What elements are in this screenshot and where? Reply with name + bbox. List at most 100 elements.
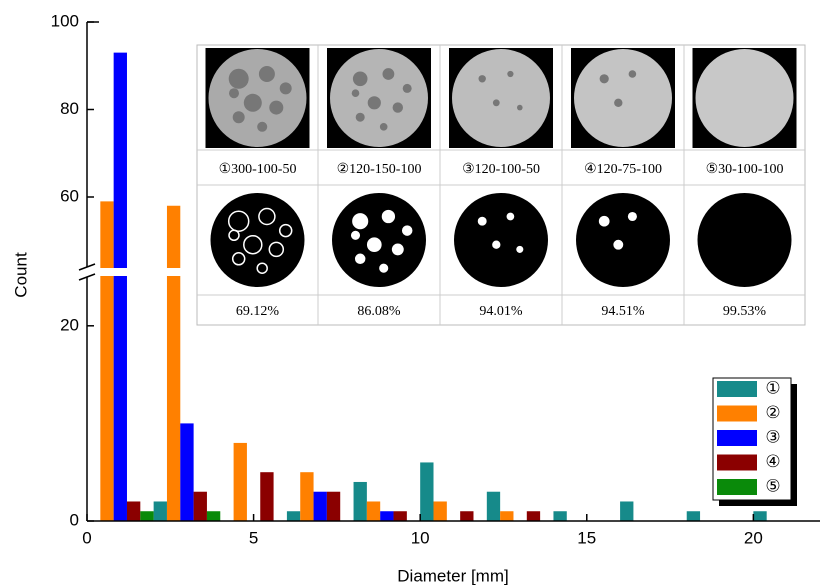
binary-bubble [600,217,609,226]
inset-label: ⑤30-100-100 [706,162,784,177]
x-tick-label: 20 [744,528,763,547]
binary-disc [576,193,670,287]
bar [460,511,473,521]
photo-bubble [368,96,381,109]
binary-bubble [479,218,486,225]
bar [100,201,113,521]
inset-percentage: 69.12% [236,304,280,319]
binary-bubble [393,244,403,254]
x-tick-label: 15 [577,528,596,547]
binary-bubble [368,238,381,251]
bar [194,492,207,521]
bar [327,492,340,521]
bar [167,206,180,521]
bar [180,423,193,521]
inset-label: ①300-100-50 [219,162,297,177]
photo-disc [330,49,428,147]
photo-bubble [229,88,239,98]
bar [234,443,247,521]
x-tick-label: 10 [411,528,430,547]
binary-disc [454,193,548,287]
photo-disc [696,49,794,147]
photo-bubble [629,70,637,78]
photo-bubble [244,94,262,112]
photo-bubble [493,99,500,106]
bar [207,511,220,521]
bar [620,501,633,521]
y-tick-label: 100 [51,11,79,30]
bar [354,482,367,521]
inset-label: ②120-150-100 [337,162,422,177]
x-axis-label: Diameter [mm] [397,566,508,585]
bar [394,511,407,521]
bar [434,501,447,521]
photo-bubble [233,111,245,123]
bar [127,501,140,521]
inset-percentage: 86.08% [357,304,401,319]
bar [420,462,433,521]
bar [367,501,380,521]
legend-swatch [717,479,757,495]
x-tick-label: 5 [249,528,258,547]
binary-bubble [403,226,412,235]
bar [154,501,167,521]
binary-bubble [383,211,395,223]
legend-label: ② [765,403,780,422]
y-tick-label: 20 [60,315,79,334]
bar [500,511,513,521]
binary-bubble [353,214,368,229]
inset-label: ④120-75-100 [584,162,662,177]
bar [553,511,566,521]
legend-swatch [717,406,757,422]
photo-bubble [403,84,412,93]
bar [380,511,393,521]
inset-label: ③120-100-50 [462,162,540,177]
photo-bubble [614,99,622,107]
photo-bubble [380,123,388,131]
binary-disc [698,193,792,287]
legend-label: ⑤ [765,476,780,495]
photo-bubble [507,71,513,77]
legend-swatch [717,430,757,446]
binary-bubble [356,254,365,263]
inset-percentage: 94.01% [479,304,523,319]
bar [140,511,153,521]
binary-disc [211,193,305,287]
bar [314,492,327,521]
bar [487,492,500,521]
binary-bubble [493,241,500,248]
inset-percentage: 99.53% [723,304,767,319]
photo-bubble [600,74,609,83]
binary-bubble [517,247,523,253]
bar [300,472,313,521]
photo-bubble [383,68,395,80]
photo-bubble [517,105,523,111]
photo-bubble [259,66,275,82]
photo-bubble [257,122,267,132]
y-axis-label: Count [11,252,30,298]
photo-bubble [269,101,283,115]
binary-bubble [629,213,637,221]
photo-bubble [352,89,360,97]
bar [114,53,127,521]
legend-swatch [717,381,757,397]
y-tick-label: 0 [70,510,79,529]
legend-label: ① [765,378,780,397]
y-tick-label: 60 [60,186,79,205]
photo-bubble [353,72,368,87]
chart: Count Diameter [mm] 0 20 60 80 100 0 5 10 15 20 ①3… [0,0,821,588]
photo-bubble [229,69,249,89]
photo-disc [574,49,672,147]
photo-disc [452,49,550,147]
x-tick-label: 0 [82,528,91,547]
photo-bubble [479,75,486,82]
photo-bubble [280,82,292,94]
legend-label: ③ [765,427,780,446]
y-tick-label: 80 [60,99,79,118]
bar [527,511,540,521]
bar [260,472,273,521]
binary-bubble [380,264,388,272]
photo-bubble [393,102,403,112]
binary-bubble [352,232,360,240]
photo-bubble [356,113,365,122]
